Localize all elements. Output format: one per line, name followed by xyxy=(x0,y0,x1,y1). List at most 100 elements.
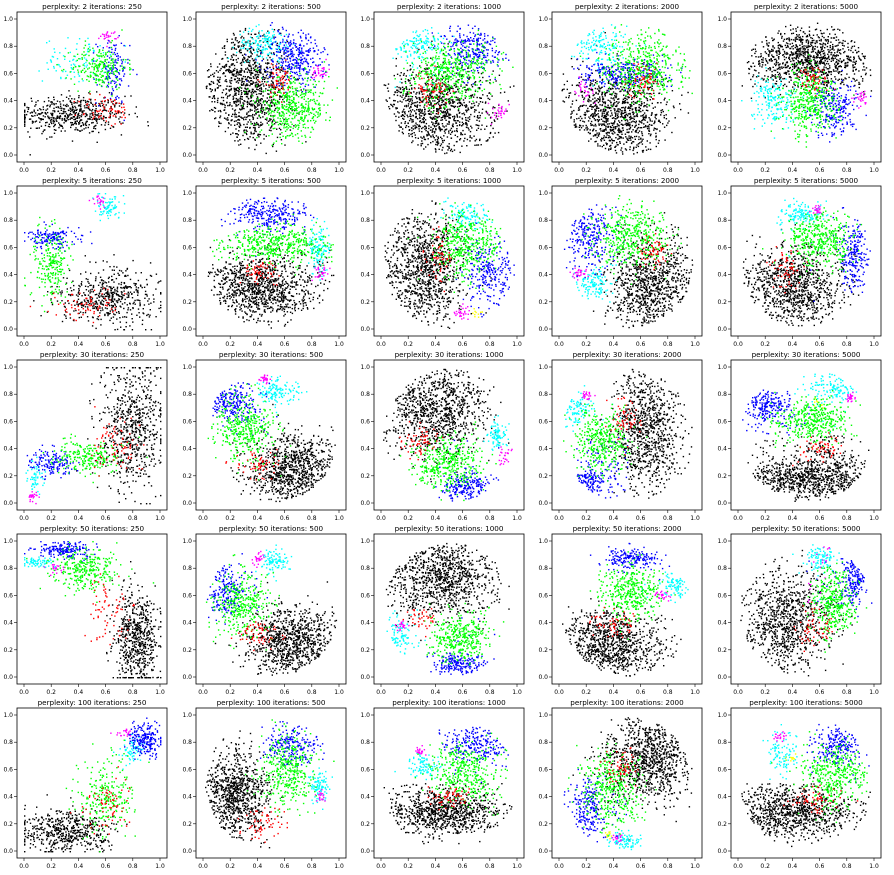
data-point xyxy=(431,97,433,100)
data-point xyxy=(455,59,457,62)
data-point xyxy=(120,80,123,82)
data-point xyxy=(115,70,117,72)
data-point xyxy=(273,36,275,38)
data-point xyxy=(453,66,455,69)
data-point xyxy=(469,88,471,90)
data-point xyxy=(298,44,301,46)
data-point xyxy=(83,57,86,59)
data-point xyxy=(419,34,421,36)
data-point xyxy=(285,94,287,96)
data-point xyxy=(47,117,50,119)
data-point xyxy=(98,116,100,119)
data-point xyxy=(278,102,280,104)
data-point xyxy=(285,61,287,63)
data-point xyxy=(266,48,268,50)
data-point xyxy=(417,137,419,139)
data-point xyxy=(317,68,319,70)
data-point xyxy=(283,120,285,122)
data-point xyxy=(504,110,506,112)
data-point xyxy=(236,99,238,101)
data-point xyxy=(469,43,471,45)
data-point xyxy=(319,109,321,112)
data-point xyxy=(454,72,456,74)
data-point xyxy=(307,33,310,35)
data-point xyxy=(452,123,454,125)
data-point xyxy=(231,115,233,117)
data-point xyxy=(103,109,105,111)
data-point xyxy=(254,86,257,88)
data-point xyxy=(273,41,275,43)
data-point xyxy=(268,99,270,101)
data-point xyxy=(406,39,408,42)
data-point xyxy=(251,115,253,117)
data-point xyxy=(290,70,292,73)
data-point xyxy=(246,59,249,61)
data-point xyxy=(460,132,462,135)
data-point xyxy=(481,108,484,110)
data-point xyxy=(272,83,274,85)
data-point xyxy=(106,71,108,73)
data-point xyxy=(463,61,465,63)
data-point xyxy=(414,43,416,45)
data-point xyxy=(240,143,242,145)
data-point xyxy=(289,134,292,136)
data-point xyxy=(307,127,309,129)
data-point xyxy=(418,91,420,93)
data-point xyxy=(410,111,412,113)
data-point xyxy=(306,62,309,64)
data-point xyxy=(436,97,438,99)
data-point xyxy=(55,129,57,131)
data-point xyxy=(261,76,264,79)
data-point xyxy=(273,98,276,101)
data-point xyxy=(439,50,442,52)
data-point xyxy=(479,138,481,140)
data-point xyxy=(444,67,446,69)
data-point xyxy=(255,100,258,102)
data-point xyxy=(55,119,57,121)
data-point xyxy=(410,68,412,70)
data-point xyxy=(269,106,271,108)
data-point xyxy=(249,115,251,117)
data-point xyxy=(399,100,401,102)
data-point xyxy=(429,94,431,96)
data-point xyxy=(119,84,121,86)
data-point xyxy=(95,105,97,107)
data-point xyxy=(234,67,236,70)
data-point xyxy=(474,81,477,83)
data-point xyxy=(500,88,502,90)
data-point xyxy=(409,109,412,112)
data-point xyxy=(402,74,405,76)
data-point xyxy=(53,98,55,101)
data-point xyxy=(254,73,256,76)
data-point xyxy=(62,100,64,102)
data-point xyxy=(229,89,232,91)
data-point xyxy=(311,108,314,111)
data-point xyxy=(258,99,260,101)
data-point xyxy=(455,96,457,98)
data-point xyxy=(107,101,109,103)
data-point xyxy=(93,72,96,75)
data-point xyxy=(222,96,225,99)
data-point xyxy=(323,73,325,75)
data-point xyxy=(281,84,283,86)
data-point xyxy=(71,109,73,111)
data-point xyxy=(465,89,467,91)
data-point xyxy=(65,70,67,73)
data-point xyxy=(47,68,49,70)
data-point xyxy=(228,89,230,91)
data-point xyxy=(253,59,255,61)
data-point xyxy=(76,59,78,62)
data-point xyxy=(101,70,104,72)
data-point xyxy=(288,118,290,120)
data-point xyxy=(121,67,124,70)
data-point xyxy=(265,77,267,79)
data-point xyxy=(72,111,74,113)
data-point xyxy=(313,71,315,74)
data-point xyxy=(434,97,437,100)
data-point xyxy=(118,73,121,75)
data-point xyxy=(212,82,215,84)
data-point xyxy=(105,117,107,119)
data-point xyxy=(243,71,246,73)
data-point xyxy=(310,66,312,68)
data-point xyxy=(86,103,88,106)
